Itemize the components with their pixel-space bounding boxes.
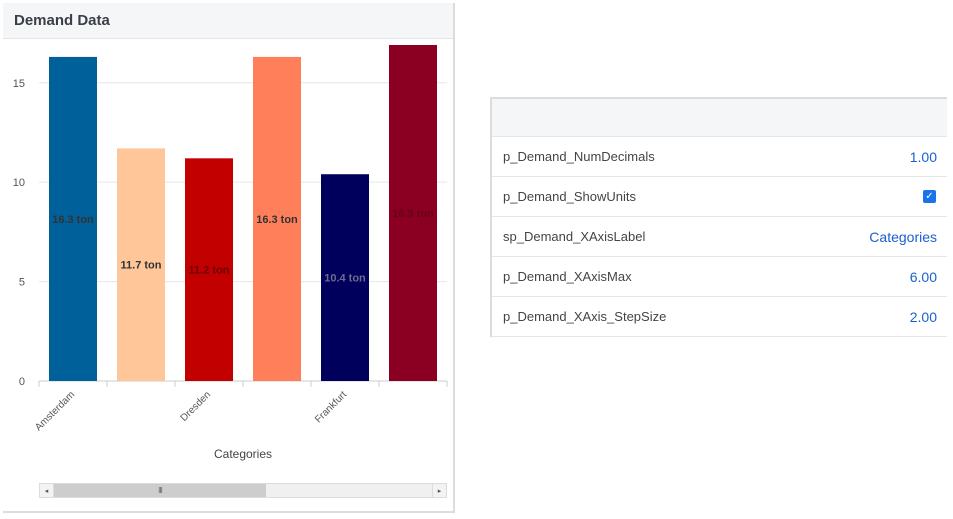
bar <box>185 158 233 381</box>
bar-data-label: 11.2 ton <box>189 265 230 277</box>
param-row-show-units: p_Demand_ShowUnits ✓ <box>492 177 947 217</box>
bar-chart: 0 5 10 15 16.3 ton Amsterdam 11.7 ton 11.2 ton D… <box>13 44 448 461</box>
param-value[interactable]: 6.00 <box>909 268 937 285</box>
parameters-header <box>492 99 947 137</box>
param-value[interactable]: 2.00 <box>909 308 937 325</box>
param-name: sp_Demand_XAxisLabel <box>503 229 646 244</box>
bar <box>253 56 301 381</box>
x-tick-label: Dresden <box>179 389 214 424</box>
param-row-x-axis-step-size: p_Demand_XAxis_StepSize 2.00 <box>492 297 947 337</box>
scroll-right-arrow-icon[interactable]: ▸ <box>432 484 446 497</box>
param-row-x-axis-max: p_Demand_XAxisMax 6.00 <box>492 257 947 297</box>
demand-data-widget: Demand Data 0 5 10 15 16.3 ton Amsterdam 11.7 … <box>3 3 455 513</box>
scroll-left-arrow-icon[interactable]: ◂ <box>40 484 54 497</box>
bar <box>49 56 97 381</box>
param-name: p_Demand_ShowUnits <box>503 189 636 204</box>
x-axis-title: Categories <box>214 447 272 461</box>
y-tick-label: 10 <box>13 177 25 189</box>
param-row-num-decimals: p_Demand_NumDecimals 1.00 <box>492 137 947 177</box>
param-name: p_Demand_NumDecimals <box>503 149 655 164</box>
param-value[interactable]: 1.00 <box>909 148 937 165</box>
scroll-thumb[interactable]: III <box>54 484 266 497</box>
bar <box>117 148 165 381</box>
y-tick-label: 15 <box>13 78 25 90</box>
bar <box>321 174 369 381</box>
widget-title: Demand Data <box>3 3 453 39</box>
param-name: p_Demand_XAxis_StepSize <box>503 309 667 324</box>
horizontal-scrollbar[interactable]: ◂ III ▸ <box>39 483 447 498</box>
param-row-x-axis-label: sp_Demand_XAxisLabel Categories <box>492 217 947 257</box>
param-value[interactable]: Categories <box>869 228 937 245</box>
bar-data-label: 16.9 ton <box>392 208 434 220</box>
bar-data-label: 11.7 ton <box>121 260 162 272</box>
show-units-checkbox[interactable]: ✓ <box>923 190 936 203</box>
bar-data-label: 16.3 ton <box>256 214 298 226</box>
bar <box>389 44 437 382</box>
y-tick-label: 5 <box>19 277 25 289</box>
x-tick-label: Frankfurt <box>313 389 349 425</box>
parameters-panel: p_Demand_NumDecimals 1.00 p_Demand_ShowU… <box>490 97 947 337</box>
y-tick-label: 0 <box>19 376 25 388</box>
param-name: p_Demand_XAxisMax <box>503 269 632 284</box>
x-tick-label: Amsterdam <box>33 389 77 433</box>
bar-data-label: 10.4 ton <box>324 273 366 285</box>
bar-data-label: 16.3 ton <box>52 214 94 226</box>
